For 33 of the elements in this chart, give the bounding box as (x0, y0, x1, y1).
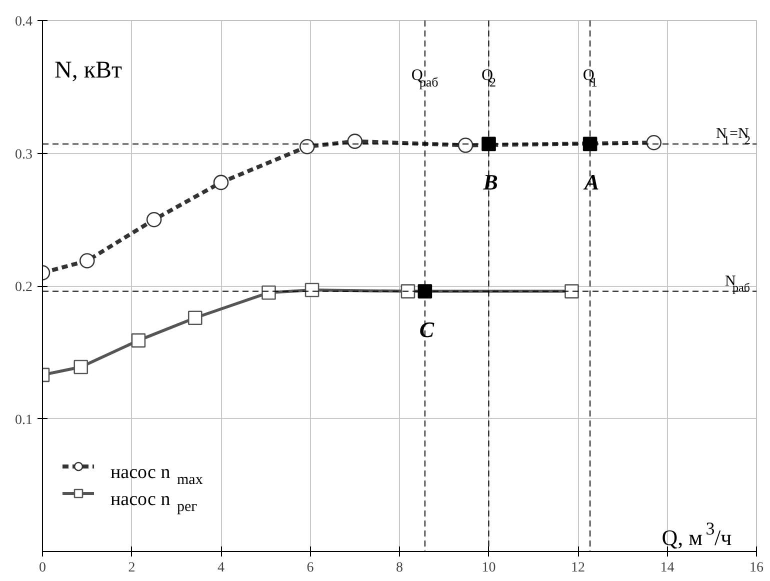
point (564, 284, 579, 298)
point (347, 134, 363, 149)
annotation: B (482, 169, 498, 194)
point (188, 310, 202, 326)
point (418, 284, 432, 298)
y-tick-label: 0.4 (15, 14, 32, 30)
x-tick-label: 12 (571, 560, 585, 576)
x-tick-label: 4 (218, 560, 224, 576)
point (458, 138, 474, 153)
point (131, 333, 146, 348)
y-axis-title: N, кВт (54, 58, 122, 84)
annotation: A (582, 169, 600, 194)
point (299, 138, 315, 154)
point (262, 285, 276, 300)
y-tick-label: 0.1 (15, 412, 32, 428)
x-tick-label: 10 (482, 560, 496, 576)
x-tick-label: 0 (39, 560, 46, 576)
point (646, 134, 662, 150)
point (213, 174, 229, 190)
point (482, 136, 496, 152)
y-tick-label: 0.3 (15, 147, 32, 162)
point (400, 284, 416, 298)
x-tick-label: 14 (660, 560, 674, 576)
x-tick-label: 2 (128, 560, 136, 576)
x-tick-label: 16 (750, 560, 764, 576)
x-tick-label: 8 (396, 560, 403, 576)
y-tick-label: 0.2 (15, 280, 32, 295)
point (74, 360, 88, 374)
x-tick-label: 6 (306, 560, 314, 576)
point (304, 282, 320, 298)
point (146, 212, 162, 228)
point (79, 253, 95, 268)
annotation: C (419, 316, 434, 342)
